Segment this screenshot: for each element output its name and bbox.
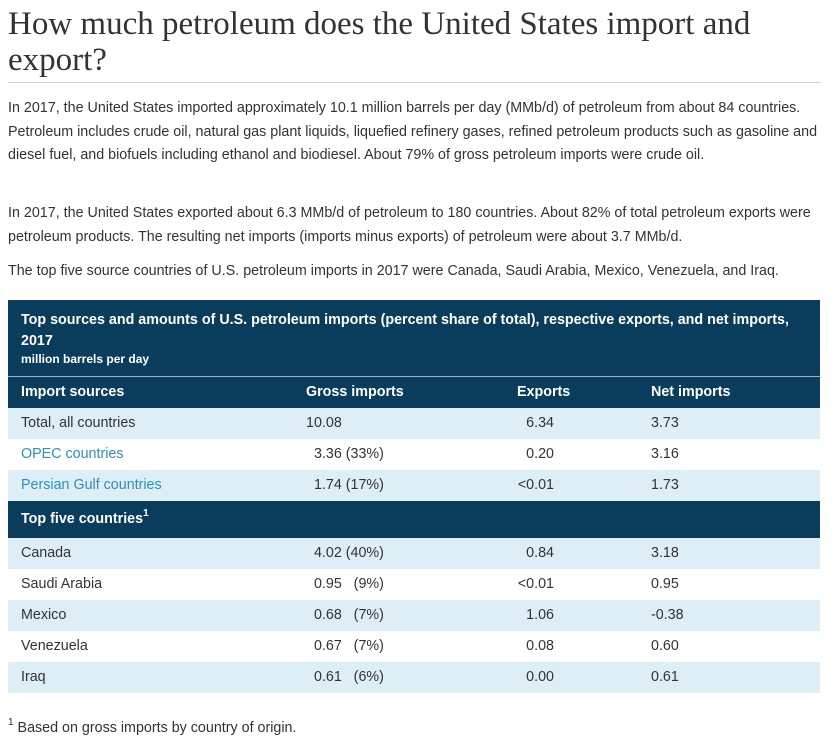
row-gross-imports: 1.74 (17%) xyxy=(306,477,384,493)
row-net-imports: 0.60 xyxy=(651,638,679,654)
header-gross-imports: Gross imports xyxy=(306,384,404,400)
row-gross-imports: 0.67 (7%) xyxy=(306,638,384,654)
row-net-imports: 0.61 xyxy=(651,669,679,685)
opec-countries-link[interactable]: OPEC countries xyxy=(21,446,124,462)
row-exports: <0.01 xyxy=(517,576,554,592)
paragraph-imports: In 2017, the United States imported appr… xyxy=(8,100,818,163)
table-units: million barrels per day xyxy=(21,352,150,366)
row-exports: 6.34 xyxy=(526,415,554,431)
header-exports: Exports xyxy=(517,384,571,400)
top-five-countries-header: Top five countries1 xyxy=(8,501,820,538)
page-title: How much petroleum does the United State… xyxy=(8,6,751,78)
top-five-text: Top five countries xyxy=(21,511,144,527)
row-exports: 0.00 xyxy=(526,669,554,685)
imports-table: Top sources and amounts of U.S. petroleu… xyxy=(8,300,820,693)
table-row-saudi-arabia: Saudi Arabia 0.95 (9%) <0.01 0.95 xyxy=(8,569,820,600)
row-gross-imports: 3.36 (33%) xyxy=(306,446,384,462)
title-divider xyxy=(8,82,821,83)
persian-gulf-countries-link[interactable]: Persian Gulf countries xyxy=(21,477,162,493)
row-exports: 0.84 xyxy=(526,545,554,561)
footnote: 1 Based on gross imports by country of o… xyxy=(8,718,296,738)
header-import-sources: Import sources xyxy=(21,384,125,400)
table-row-mexico: Mexico 0.68 (7%) 1.06 -0.38 xyxy=(8,600,820,631)
row-source: Iraq xyxy=(21,669,46,685)
header-net-imports: Net imports xyxy=(651,384,731,400)
table-row-opec: OPEC countries 3.36 (33%) 0.20 3.16 xyxy=(8,439,820,470)
row-source: Total, all countries xyxy=(21,415,136,431)
row-gross-imports: 0.95 (9%) xyxy=(306,576,384,592)
table-row-total: Total, all countries 10.08 6.34 3.73 xyxy=(8,408,820,439)
table-row-iraq: Iraq 0.61 (6%) 0.00 0.61 xyxy=(8,662,820,693)
footnote-number: 1 xyxy=(8,717,14,729)
paragraph-exports: In 2017, the United States exported abou… xyxy=(8,205,811,245)
row-net-imports: -0.38 xyxy=(651,607,684,623)
row-net-imports: 3.16 xyxy=(651,446,679,462)
table-caption: Top sources and amounts of U.S. petroleu… xyxy=(8,300,820,376)
table-row-persian-gulf: Persian Gulf countries 1.74 (17%) <0.01 … xyxy=(8,470,820,501)
row-net-imports: 3.18 xyxy=(651,545,679,561)
row-source: Canada xyxy=(21,545,72,561)
row-source: Venezuela xyxy=(21,638,88,654)
table-row-venezuela: Venezuela 0.67 (7%) 0.08 0.60 xyxy=(8,631,820,662)
row-net-imports: 1.73 xyxy=(651,477,679,493)
row-source: Saudi Arabia xyxy=(21,576,103,592)
table-title: Top sources and amounts of U.S. petroleu… xyxy=(21,312,789,349)
row-exports: <0.01 xyxy=(517,477,554,493)
row-exports: 0.08 xyxy=(526,638,554,654)
table-row-canada: Canada 4.02 (40%) 0.84 3.18 xyxy=(8,538,820,569)
row-source: Mexico xyxy=(21,607,67,623)
row-gross-imports: 10.08 xyxy=(306,415,342,431)
table-header-row: Import sources Gross imports Exports Net… xyxy=(8,376,820,408)
row-exports: 0.20 xyxy=(526,446,554,462)
row-gross-imports: 4.02 (40%) xyxy=(306,545,384,561)
row-exports: 1.06 xyxy=(526,607,554,623)
footnote-marker: 1 xyxy=(143,508,149,520)
paragraph-top-sources: The top five source countries of U.S. pe… xyxy=(8,263,779,279)
top-five-label: Top five countries1 xyxy=(21,501,149,538)
row-gross-imports: 0.68 (7%) xyxy=(306,607,384,623)
footnote-text: Based on gross imports by country of ori… xyxy=(13,720,297,736)
row-net-imports: 0.95 xyxy=(651,576,679,592)
row-net-imports: 3.73 xyxy=(651,415,679,431)
row-gross-imports: 0.61 (6%) xyxy=(306,669,384,685)
